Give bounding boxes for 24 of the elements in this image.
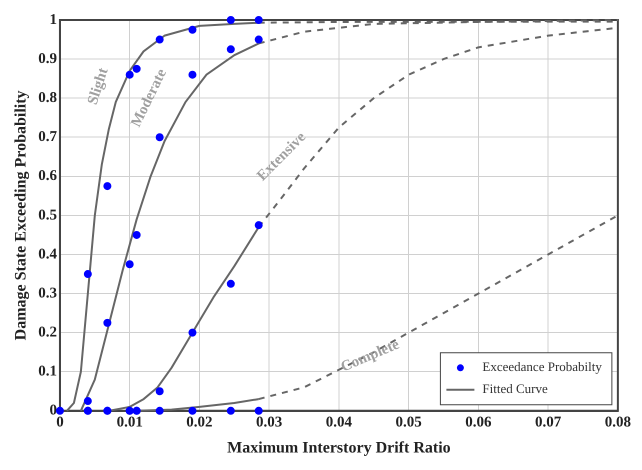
y-tick-label: 0.2 <box>38 324 57 341</box>
y-tick-label: 0.4 <box>38 246 58 262</box>
x-axis-title: Maximum Interstory Drift Ratio <box>227 440 451 457</box>
x-tick-label: 0.06 <box>465 414 492 431</box>
x-tick-label: 0.07 <box>535 414 562 431</box>
x-tick-label: 0.02 <box>186 414 213 431</box>
y-tick-label: 1 <box>49 12 57 28</box>
y-tick-label: 0 <box>49 402 57 419</box>
y-tick-label: 0.8 <box>38 90 57 106</box>
y-tick-label: 0.6 <box>38 168 58 184</box>
x-tick-label: 0.04 <box>326 414 353 431</box>
x-tick-label: 0.01 <box>116 414 143 431</box>
legend-label: Exceedance Probabilty <box>482 359 602 374</box>
annotation: Slight <box>84 66 112 107</box>
y-tick-label: 0.1 <box>38 364 57 380</box>
y-tick-label: 0.3 <box>38 285 57 302</box>
x-tick-label: 0.05 <box>396 414 422 431</box>
legend-label: Fitted Curve <box>482 381 548 396</box>
y-tick-label: 0.9 <box>38 50 57 67</box>
x-tick-label: 0.08 <box>604 414 631 431</box>
y-axis-title: Damage State Exceeding Probability <box>12 90 30 340</box>
y-tick-label: 0.7 <box>38 129 58 146</box>
y-tick-label: 0.5 <box>38 207 57 224</box>
x-tick-label: 0.03 <box>256 414 282 431</box>
